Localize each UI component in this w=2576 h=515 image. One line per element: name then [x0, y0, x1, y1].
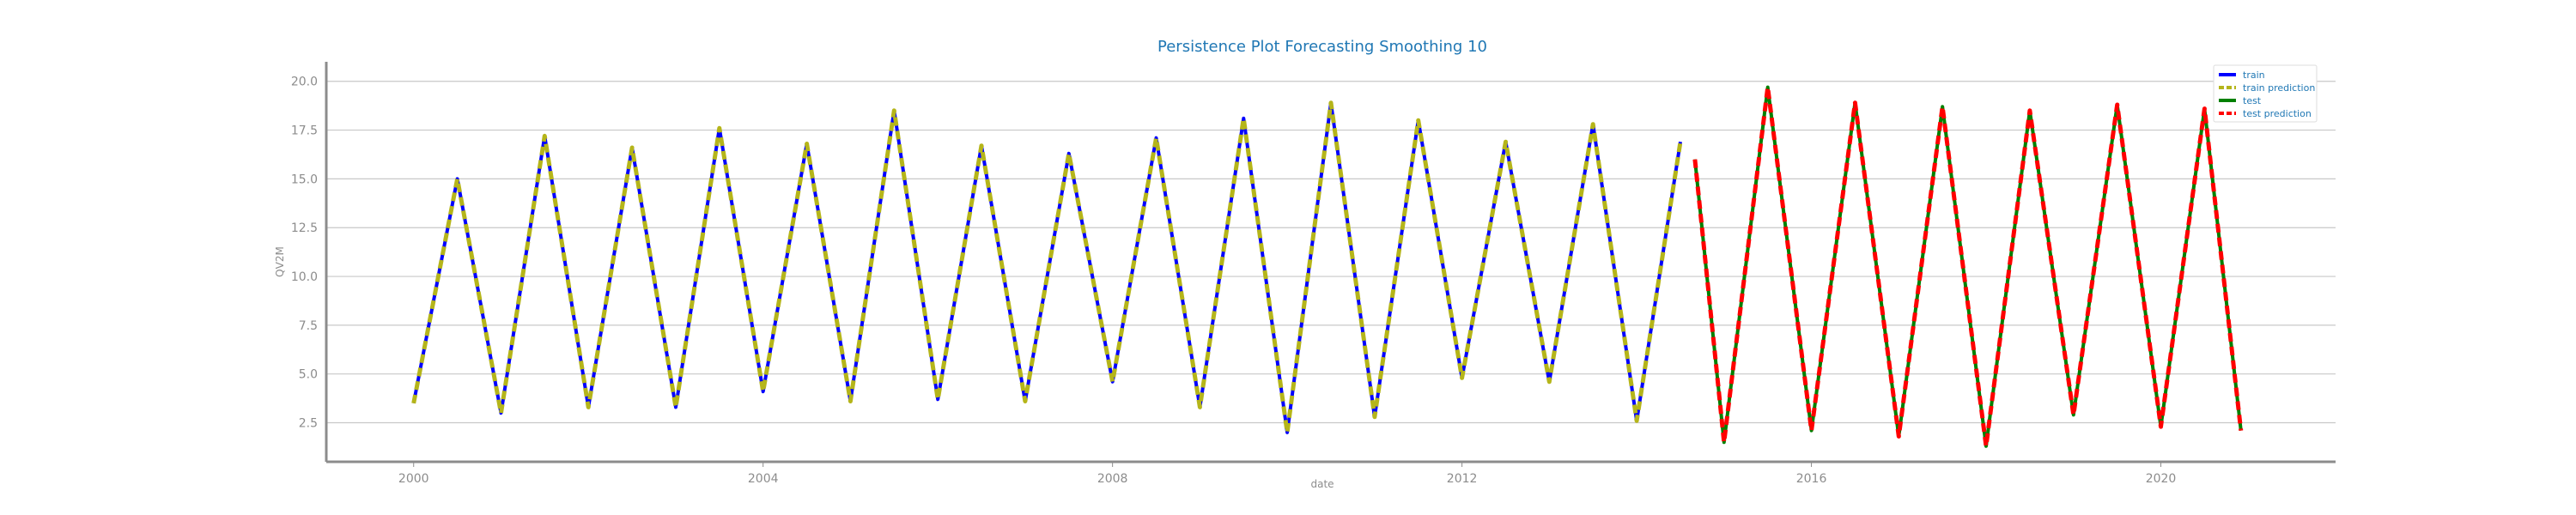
- y-axis-label: QV2M: [274, 246, 286, 277]
- x-tick-label: 2012: [1447, 472, 1478, 486]
- x-axis-label: date: [1310, 478, 1334, 490]
- y-tick-label: 10.0: [291, 270, 318, 284]
- series-line-train-prediction: [411, 100, 1683, 435]
- x-tick-label: 2008: [1097, 472, 1128, 486]
- legend-box: [2213, 64, 2318, 123]
- legend-label: test: [2243, 95, 2262, 106]
- legend-label: train prediction: [2243, 82, 2315, 94]
- y-tick-label: 12.5: [291, 221, 318, 235]
- series-line-test: [1692, 85, 2243, 448]
- series-line-test-prediction: [1692, 85, 2244, 449]
- y-tick-label: 7.5: [299, 319, 318, 333]
- chart-title: Persistence Plot Forecasting Smoothing 1…: [1157, 38, 1487, 56]
- x-tick-label: 2020: [2146, 472, 2177, 486]
- y-tick-label: 5.0: [299, 368, 318, 382]
- x-tick-label: 2004: [748, 472, 779, 486]
- plot-area: [411, 85, 2244, 449]
- legend-label: train: [2243, 70, 2265, 81]
- y-tick-label: 15.0: [291, 173, 318, 186]
- y-tick-label: 2.5: [299, 417, 318, 431]
- y-tick-label: 20.0: [291, 76, 318, 89]
- x-tick-label: 2016: [1796, 472, 1827, 486]
- x-tick-label: 2000: [398, 472, 429, 486]
- y-tick-label: 17.5: [291, 124, 318, 138]
- axes: 2.5 5.0 7.5 10.0 12.5 15.0 17.5 20.0 2000 2004 200…: [291, 62, 2336, 486]
- legend-label: test prediction: [2243, 108, 2312, 119]
